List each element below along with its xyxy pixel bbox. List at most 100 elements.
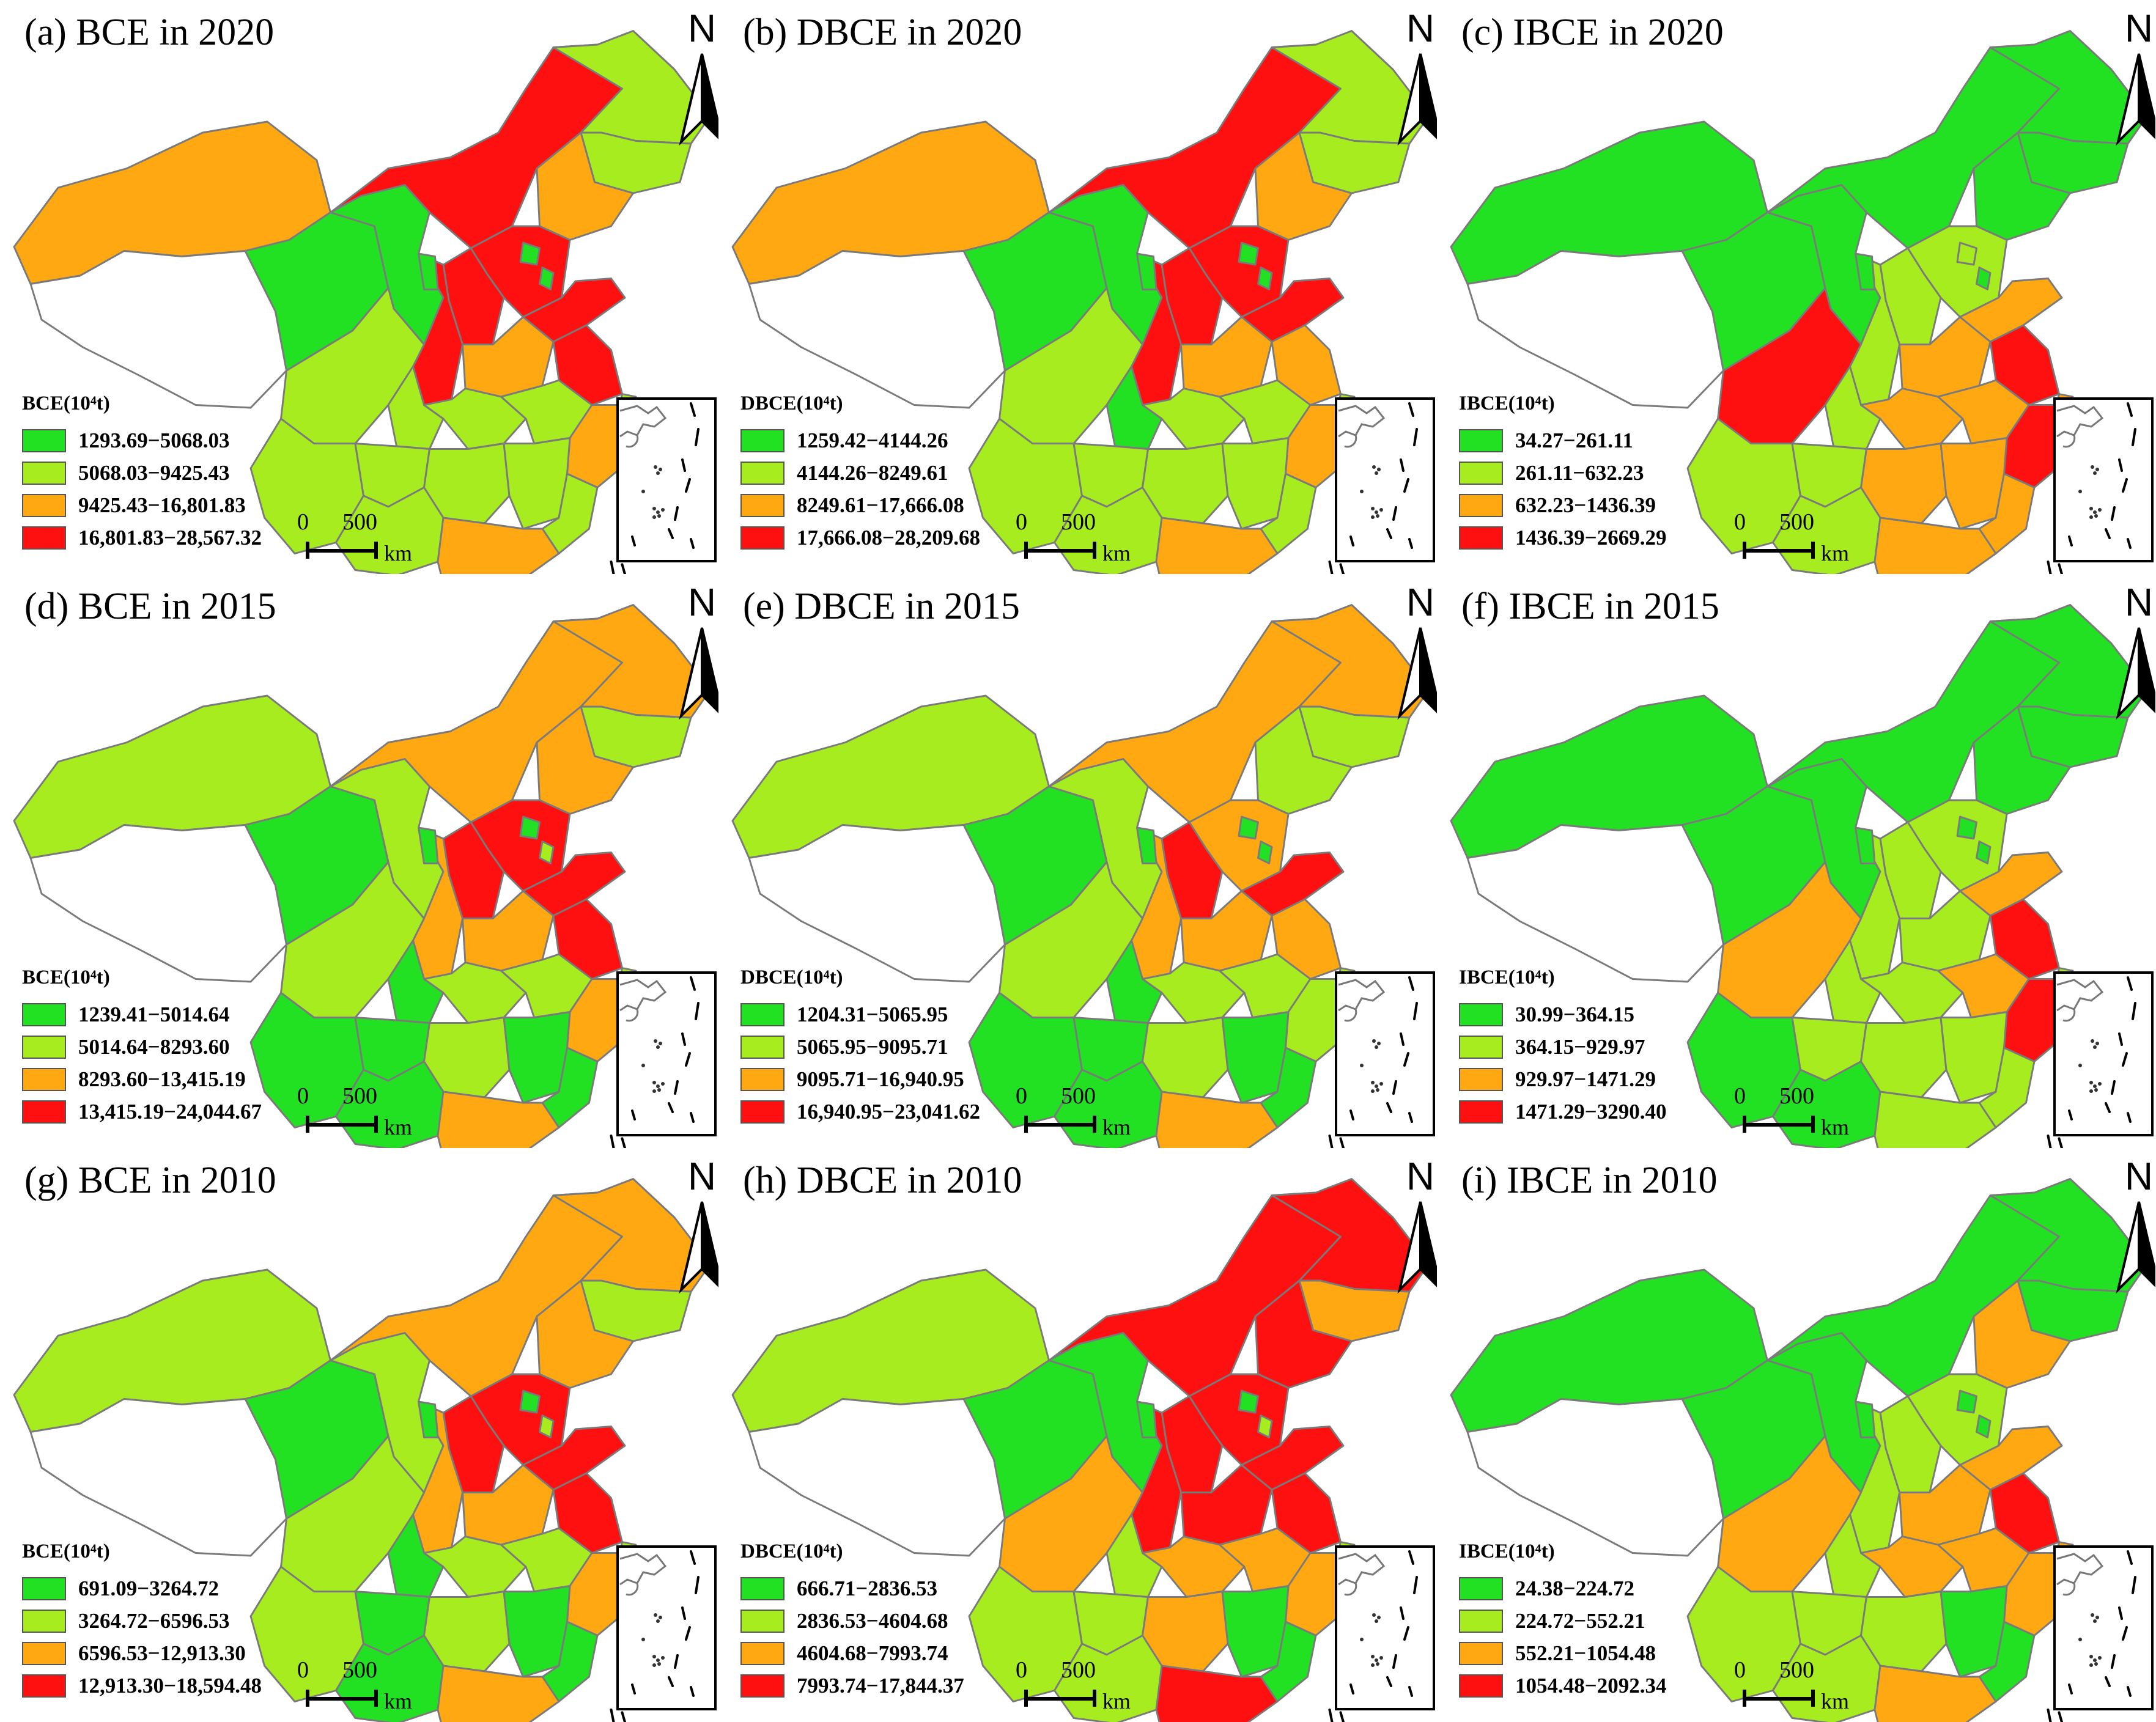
legend-row: 13,415.19−24,044.67: [22, 1095, 262, 1128]
legend-swatch: [740, 493, 785, 517]
inset-map: [2056, 1550, 2136, 1697]
scale-distance-label: 500: [1779, 509, 1814, 535]
legend-label: 9425.43−16,801.83: [78, 493, 246, 517]
legend-swatch: [22, 1577, 66, 1600]
legend-label: 5065.95−9095.71: [797, 1034, 948, 1059]
province-ningxia: [418, 826, 439, 864]
legend-swatch: [22, 493, 66, 517]
inset-map: [2056, 976, 2136, 1123]
province-beijing: [1956, 241, 1977, 266]
scale-tick: [1024, 1690, 1028, 1707]
legend-swatch: [1459, 1035, 1503, 1059]
legend-row: 30.99−364.15: [1459, 998, 1666, 1031]
scale-tick: [1743, 1690, 1746, 1707]
scale-distance-label: 500: [1061, 509, 1096, 535]
south-china-sea-inset: [616, 971, 717, 1136]
legend-row: 12,913.30−18,594.48: [22, 1669, 262, 1702]
legend-label: 2836.53−4604.68: [797, 1608, 948, 1633]
legend-row: 6596.53−12,913.30: [22, 1637, 262, 1669]
legend-title: IBCE(10⁴t): [1459, 966, 1555, 988]
island-marks: [610, 560, 627, 574]
province-tianjin: [1257, 1415, 1273, 1438]
scale-bar: 0 500 km: [1734, 509, 1849, 565]
legend-row: 5014.64−8293.60: [22, 1031, 262, 1063]
legend-label: 8293.60−13,415.19: [78, 1067, 246, 1091]
province-ningxia: [1855, 1400, 1876, 1438]
north-arrow-icon: N: [1397, 6, 1437, 146]
legend-swatch: [22, 1641, 66, 1665]
province-tianjin: [1257, 267, 1273, 290]
scale-tick: [1811, 1690, 1815, 1707]
scale-bar: 0 500 km: [1016, 1083, 1131, 1139]
south-china-sea-inset: [1335, 397, 1435, 562]
legend-swatch: [1459, 1609, 1503, 1633]
island-marks: [2047, 560, 2064, 574]
scale-zero-label: 0: [1734, 509, 1746, 535]
legend-swatch: [22, 1067, 66, 1091]
legend-row: 9425.43−16,801.83: [22, 489, 262, 521]
map-panel-h: (h) DBCE in 2010 N DBCE(10⁴t) 666.71−283…: [718, 1148, 1437, 1722]
scale-distance-label: 500: [1779, 1083, 1814, 1109]
south-china-sea-inset: [2053, 971, 2154, 1136]
legend-row: 632.23−1436.39: [1459, 489, 1666, 521]
legend-label: 17,666.08−28,209.68: [797, 525, 980, 550]
legend-label: 13,415.19−24,044.67: [78, 1099, 262, 1124]
scale-distance-label: 500: [342, 1083, 377, 1109]
china-province-map: [1450, 30, 2148, 574]
province-ningxia: [1136, 252, 1157, 290]
legend-label: 6596.53−12,913.30: [78, 1641, 246, 1665]
south-china-sea-inset: [616, 1545, 717, 1710]
scale-bar: 0 500 km: [1016, 1657, 1131, 1713]
scale-unit-label: km: [384, 1115, 413, 1139]
panel-title: (f) IBCE in 2015: [1461, 586, 1719, 627]
scale-line: [306, 549, 378, 553]
legend-swatch: [740, 1641, 785, 1665]
province-tianjin: [539, 267, 555, 290]
province-beijing: [1956, 815, 1977, 840]
scale-distance-label: 500: [1779, 1657, 1814, 1683]
island-marks: [610, 1708, 627, 1722]
legend-swatch: [1459, 429, 1503, 452]
china-province-map: [731, 1178, 1430, 1722]
legend-swatch: [740, 1067, 785, 1091]
legend-row: 1436.39−2669.29: [1459, 521, 1666, 554]
province-beijing: [519, 815, 541, 840]
south-china-sea-inset: [1335, 971, 1435, 1136]
legend-swatch: [740, 461, 785, 485]
legend-row: 8249.61−17,666.08: [740, 489, 980, 521]
province-guangdong: [437, 1665, 560, 1722]
scale-tick: [306, 1116, 309, 1133]
china-province-map: [731, 604, 1430, 1148]
legend-label: 1239.41−5014.64: [78, 1002, 230, 1026]
legend-swatch: [1459, 1577, 1503, 1600]
legend-label: 3264.72−6596.53: [78, 1608, 230, 1633]
province-beijing: [519, 241, 541, 266]
scale-unit-label: km: [1821, 1115, 1850, 1139]
scale-unit-label: km: [1102, 1689, 1131, 1713]
scale-unit-label: km: [1102, 1115, 1131, 1139]
legend-label: 1204.31−5065.95: [797, 1002, 948, 1026]
legend-label: 1471.29−3290.40: [1515, 1099, 1667, 1124]
province-guangdong: [1155, 1091, 1279, 1148]
legend-label: 224.72−552.21: [1515, 1608, 1645, 1633]
legend-swatch: [22, 1003, 66, 1026]
north-arrow-icon: N: [2116, 580, 2155, 720]
north-label: N: [1406, 1154, 1434, 1198]
legend-swatch: [1459, 461, 1503, 485]
legend-swatch: [740, 1674, 785, 1698]
province-beijing: [519, 1389, 541, 1414]
inset-map: [1338, 1550, 1418, 1697]
north-arrow-icon: N: [1397, 1154, 1437, 1294]
legend-swatch: [740, 1577, 785, 1600]
north-label: N: [2125, 580, 2153, 624]
scale-tick: [306, 542, 309, 559]
panel-title: (i) IBCE in 2010: [1461, 1160, 1718, 1201]
map-panel-i: (i) IBCE in 2010 N IBCE(10⁴t) 24.38−224.…: [1437, 1148, 2155, 1722]
scale-tick: [374, 1116, 378, 1133]
legend-label: 1259.42−4144.26: [797, 428, 948, 452]
scale-tick: [1743, 542, 1746, 559]
legend-swatch: [22, 1609, 66, 1633]
scale-zero-label: 0: [1734, 1083, 1746, 1109]
panel-title: (b) DBCE in 2020: [743, 12, 1022, 53]
